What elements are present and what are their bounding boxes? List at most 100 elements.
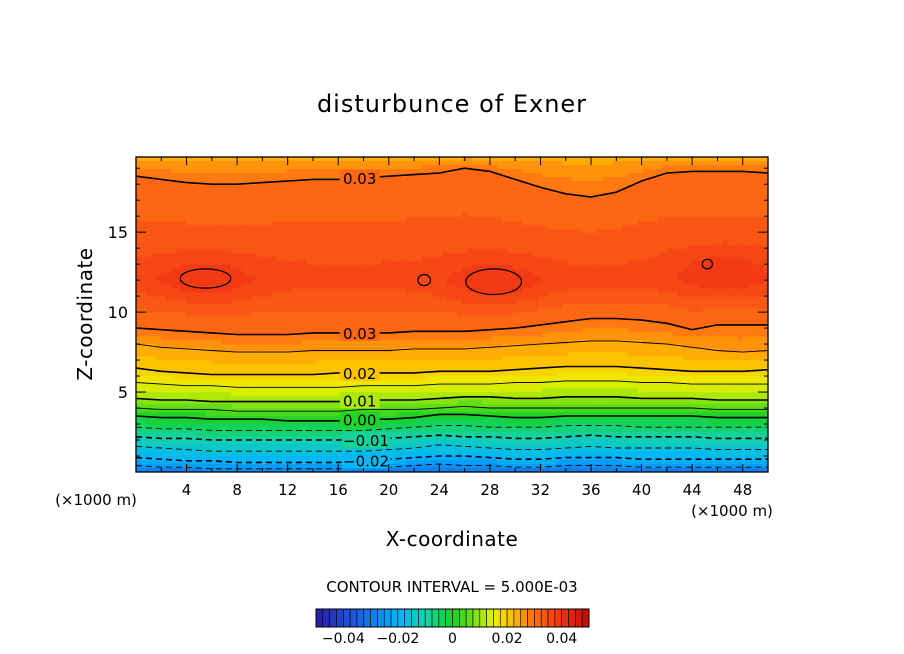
field-cell	[291, 320, 298, 326]
field-cell	[246, 360, 252, 365]
field-cell	[146, 440, 152, 445]
field-cell	[236, 268, 242, 274]
field-cell	[266, 172, 273, 178]
field-cell	[241, 224, 247, 230]
field-cell	[136, 288, 142, 294]
field-cell	[426, 312, 433, 318]
field-cell	[376, 344, 383, 349]
field-cell	[151, 376, 157, 381]
field-cell	[231, 248, 237, 254]
field-cell	[336, 448, 343, 453]
field-cell	[286, 176, 293, 182]
field-cell	[366, 248, 373, 254]
field-cell	[306, 268, 313, 274]
field-cell	[376, 244, 383, 250]
field-cell	[141, 384, 147, 389]
field-cell	[421, 444, 428, 449]
field-cell	[251, 404, 257, 409]
field-cell	[316, 360, 323, 365]
field-cell	[181, 396, 187, 401]
field-cell	[336, 452, 343, 457]
field-cell	[206, 284, 212, 290]
field-cell	[291, 420, 298, 425]
field-cell	[231, 300, 237, 306]
field-cell	[396, 196, 403, 202]
field-cell	[326, 452, 333, 457]
field-cell	[156, 464, 162, 469]
field-cell	[311, 200, 318, 206]
field-cell	[276, 236, 283, 242]
field-cell	[311, 192, 318, 198]
field-cell	[241, 324, 247, 330]
field-cell	[351, 352, 358, 357]
field-cell	[296, 157, 303, 162]
field-cell	[326, 280, 333, 286]
field-cell	[211, 368, 217, 373]
field-cell	[281, 348, 288, 353]
field-cell	[301, 304, 308, 310]
field-cell	[301, 236, 308, 242]
field-cell	[341, 428, 348, 433]
field-cell	[361, 380, 368, 385]
field-cell	[411, 336, 418, 342]
field-cell	[326, 364, 333, 369]
field-cell	[271, 380, 278, 385]
field-cell	[416, 240, 423, 246]
field-cell	[136, 408, 142, 413]
field-cell	[416, 372, 423, 377]
field-cell	[171, 168, 177, 174]
field-cell	[251, 260, 257, 266]
field-cell	[416, 236, 423, 242]
field-cell	[201, 292, 207, 298]
field-cell	[376, 220, 383, 226]
field-cell	[386, 376, 393, 381]
field-cell	[141, 252, 147, 258]
field-cell	[321, 264, 328, 270]
field-cell	[176, 356, 182, 361]
field-cell	[421, 388, 428, 393]
field-cell	[441, 284, 448, 290]
field-cell	[151, 328, 157, 334]
field-cell	[176, 400, 182, 405]
field-cell	[311, 444, 318, 449]
field-cell	[446, 264, 453, 270]
field-cell	[316, 420, 323, 425]
field-cell	[416, 200, 423, 206]
field-cell	[196, 452, 202, 457]
field-cell	[301, 308, 308, 314]
field-cell	[161, 436, 167, 441]
field-cell	[236, 444, 242, 449]
field-cell	[296, 440, 303, 445]
field-cell	[251, 276, 257, 282]
field-cell	[351, 304, 358, 310]
field-cell	[311, 404, 318, 409]
field-cell	[321, 364, 328, 369]
field-cell	[196, 252, 202, 258]
field-cell	[281, 296, 288, 302]
field-cell	[386, 360, 393, 365]
field-cell	[441, 220, 448, 226]
field-cell	[201, 460, 207, 465]
field-cell	[301, 368, 308, 373]
field-cell	[236, 212, 242, 218]
field-cell	[306, 388, 313, 393]
field-cell	[271, 244, 278, 250]
field-cell	[446, 284, 453, 290]
field-cell	[426, 376, 433, 381]
field-cell	[306, 344, 313, 349]
field-cell	[246, 284, 252, 290]
field-cell	[416, 260, 423, 266]
field-cell	[166, 372, 172, 377]
field-cell	[251, 316, 257, 322]
field-cell	[161, 292, 167, 298]
field-cell	[301, 440, 308, 445]
field-cell	[311, 232, 318, 238]
field-cell	[321, 248, 328, 254]
field-cell	[301, 208, 308, 214]
field-cell	[161, 424, 167, 429]
field-cell	[136, 352, 142, 357]
field-cell	[246, 352, 252, 357]
field-cell	[281, 300, 288, 306]
field-cell	[256, 200, 262, 206]
field-cell	[311, 288, 318, 294]
